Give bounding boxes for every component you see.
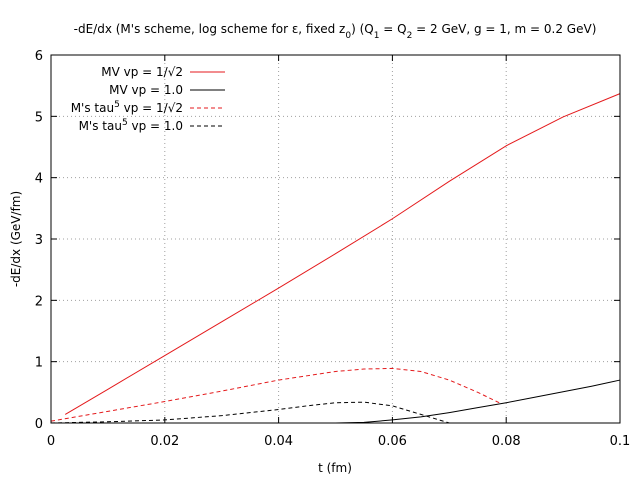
y-axis-label: -dE/dx (GeV/fm) [9, 191, 23, 287]
legend: MV vp = 1/√2 MV vp = 1.0 M's tau5 vp = 1/√… [71, 65, 225, 133]
legend-label-3: M's tau5 vp = 1/√2 [71, 100, 183, 115]
legend-label-1: MV vp = 1/√2 [101, 65, 183, 79]
x-axis-label: t (fm) [318, 461, 352, 475]
legend-label-2: MV vp = 1.0 [109, 83, 183, 97]
axis-ticks: 0 0.02 0.04 0.06 0.08 0.1 0 1 2 3 4 5 6 [35, 49, 631, 449]
x-tick-label: 0.04 [264, 434, 293, 449]
x-tick-label: 0.06 [378, 434, 407, 449]
series-line-4 [50, 401, 450, 424]
y-tick-label: 0 [35, 417, 43, 432]
series-line-3 [50, 367, 501, 422]
chart-title: -dE/dx (M's scheme, log scheme for ε, fi… [74, 22, 597, 41]
plot-area [50, 93, 621, 424]
x-tick-label: 0.02 [150, 434, 179, 449]
grid [51, 55, 620, 423]
y-tick-label: 6 [35, 49, 43, 64]
y-tick-label: 1 [35, 356, 43, 371]
y-tick-label: 4 [35, 172, 43, 187]
y-tick-label: 2 [35, 294, 43, 309]
x-tick-label: 0.08 [492, 434, 521, 449]
legend-label-4: M's tau5 vp = 1.0 [79, 118, 183, 133]
x-tick-label: 0 [47, 434, 55, 449]
series-line-2 [65, 379, 621, 424]
y-tick-label: 3 [35, 233, 43, 248]
series-line-1 [64, 93, 621, 415]
x-tick-label: 0.1 [610, 434, 631, 449]
y-tick-label: 5 [35, 110, 43, 125]
